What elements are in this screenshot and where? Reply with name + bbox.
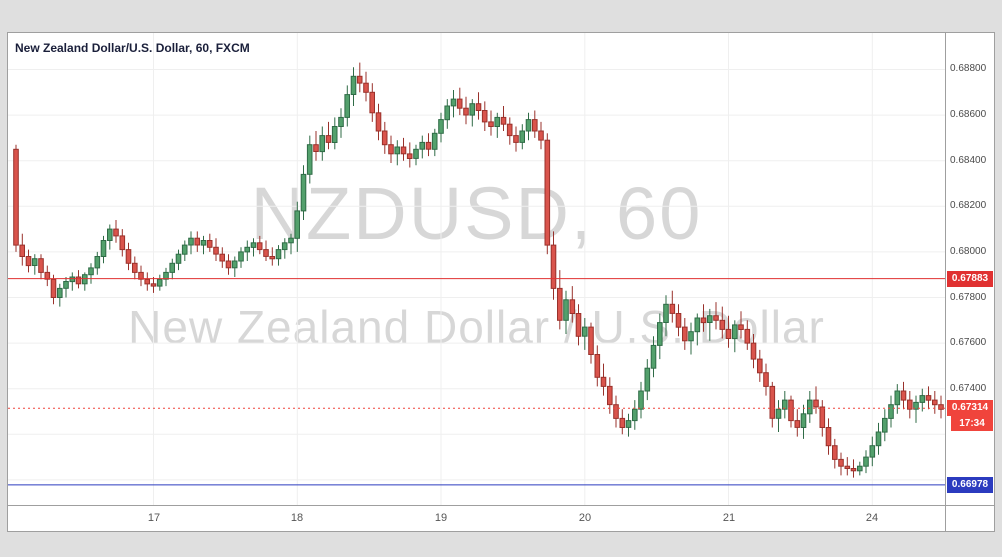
price-tick-label: 0.68000 xyxy=(950,246,987,257)
last-price-badge: 0.67314 xyxy=(947,400,993,416)
time-tick-label: 20 xyxy=(578,512,592,524)
price-tick-label: 0.68600 xyxy=(950,109,987,120)
price-tick-label: 0.67400 xyxy=(950,383,987,394)
price-tick-label: 0.67600 xyxy=(950,337,987,348)
axis-corner xyxy=(945,505,994,531)
levels-layer xyxy=(8,278,945,486)
price-chart[interactable]: NZDUSD, 60 New Zealand Dollar / U.S. Dol… xyxy=(8,33,945,505)
time-tick-label: 21 xyxy=(722,512,736,524)
time-tick-label: 19 xyxy=(434,512,448,524)
candles-chart-layer xyxy=(8,33,945,505)
countdown-badge: 17:34 xyxy=(951,416,993,431)
time-tick-label: 24 xyxy=(865,512,879,524)
price-tick-label: 0.68400 xyxy=(950,155,987,166)
time-axis[interactable]: 17 18 19 20 21 24 xyxy=(8,505,945,531)
chart-panel: NZDUSD, 60 New Zealand Dollar / U.S. Dol… xyxy=(8,33,994,531)
price-tick-label: 0.68800 xyxy=(950,63,987,74)
candles-layer xyxy=(13,62,944,478)
price-axis[interactable]: 0.67883 0.67314 17:34 0.66978 0.68800 0.6… xyxy=(945,33,994,505)
price-tick-label: 0.67800 xyxy=(950,292,987,303)
resistance-price-badge: 0.67883 xyxy=(947,271,993,287)
chart-legend[interactable]: New Zealand Dollar/U.S. Dollar, 60, FXCM xyxy=(15,41,250,55)
support-price-badge: 0.66978 xyxy=(947,477,993,493)
time-tick-label: 17 xyxy=(147,512,161,524)
time-tick-label: 18 xyxy=(290,512,304,524)
grid-layer xyxy=(8,33,945,505)
price-tick-label: 0.68200 xyxy=(950,200,987,211)
